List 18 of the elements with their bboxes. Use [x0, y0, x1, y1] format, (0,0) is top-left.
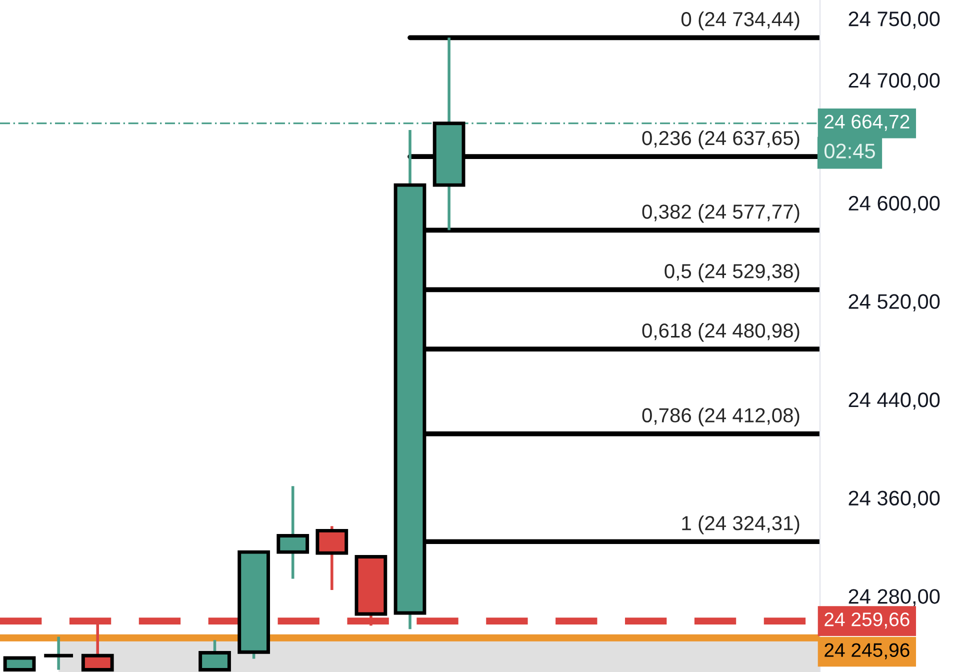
y-tick-label: 24 280,00: [848, 589, 940, 606]
ref-line-label: 24 245,96: [824, 643, 910, 660]
y-tick-label: 24 700,00: [848, 72, 940, 90]
ref-line-label: 0,382 (24 577,77): [642, 204, 800, 223]
ref-line-label: 0 (24 734,44): [681, 12, 800, 30]
ref-line-label: 24 259,66: [824, 612, 910, 629]
y-tick-label: 24 600,00: [848, 196, 940, 214]
ref-line-label: 0,618 (24 480,98): [642, 322, 800, 342]
ref-line-label: 24 664,72: [824, 114, 910, 131]
y-tick-label: 24 360,00: [848, 490, 940, 508]
ref-line-label: 0,786 (24 412,08): [642, 408, 800, 426]
ref-line-label: 0,5 (24 529,38): [664, 263, 800, 282]
text: 02:45: [824, 144, 875, 158]
y-tick-label: 24 440,00: [848, 392, 940, 410]
ref-line-label: 1 (24 324,31): [682, 515, 800, 534]
y-tick-label: 24 750,00: [848, 12, 940, 29]
y-tick-label: 24 520,00: [848, 294, 940, 312]
ref-line-label: 0,236 (24 637,65): [642, 130, 800, 150]
